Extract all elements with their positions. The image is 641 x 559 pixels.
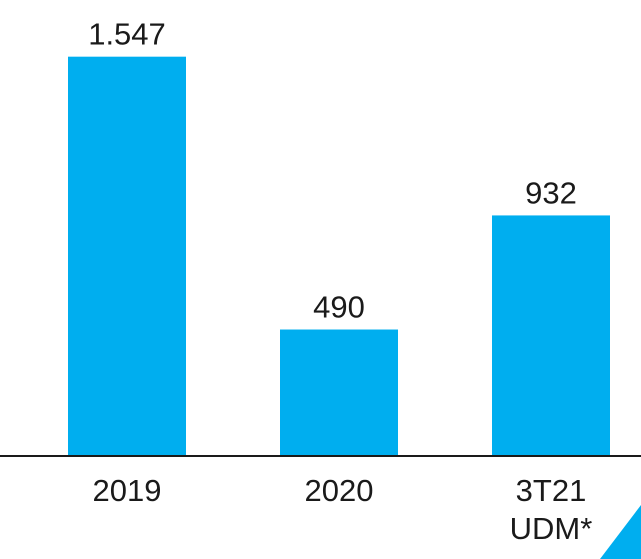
bar [492,215,610,456]
decoration [600,505,641,559]
value-label: 1.547 [88,17,166,52]
value-label: 490 [313,290,365,325]
x-tick-label: 2020 [304,473,374,508]
bar [280,329,398,456]
x-tick-label: 3T21 UDM* [509,473,593,546]
bar [68,56,186,456]
x-tick-label: 2019 [92,473,162,508]
value-label: 932 [525,175,577,210]
